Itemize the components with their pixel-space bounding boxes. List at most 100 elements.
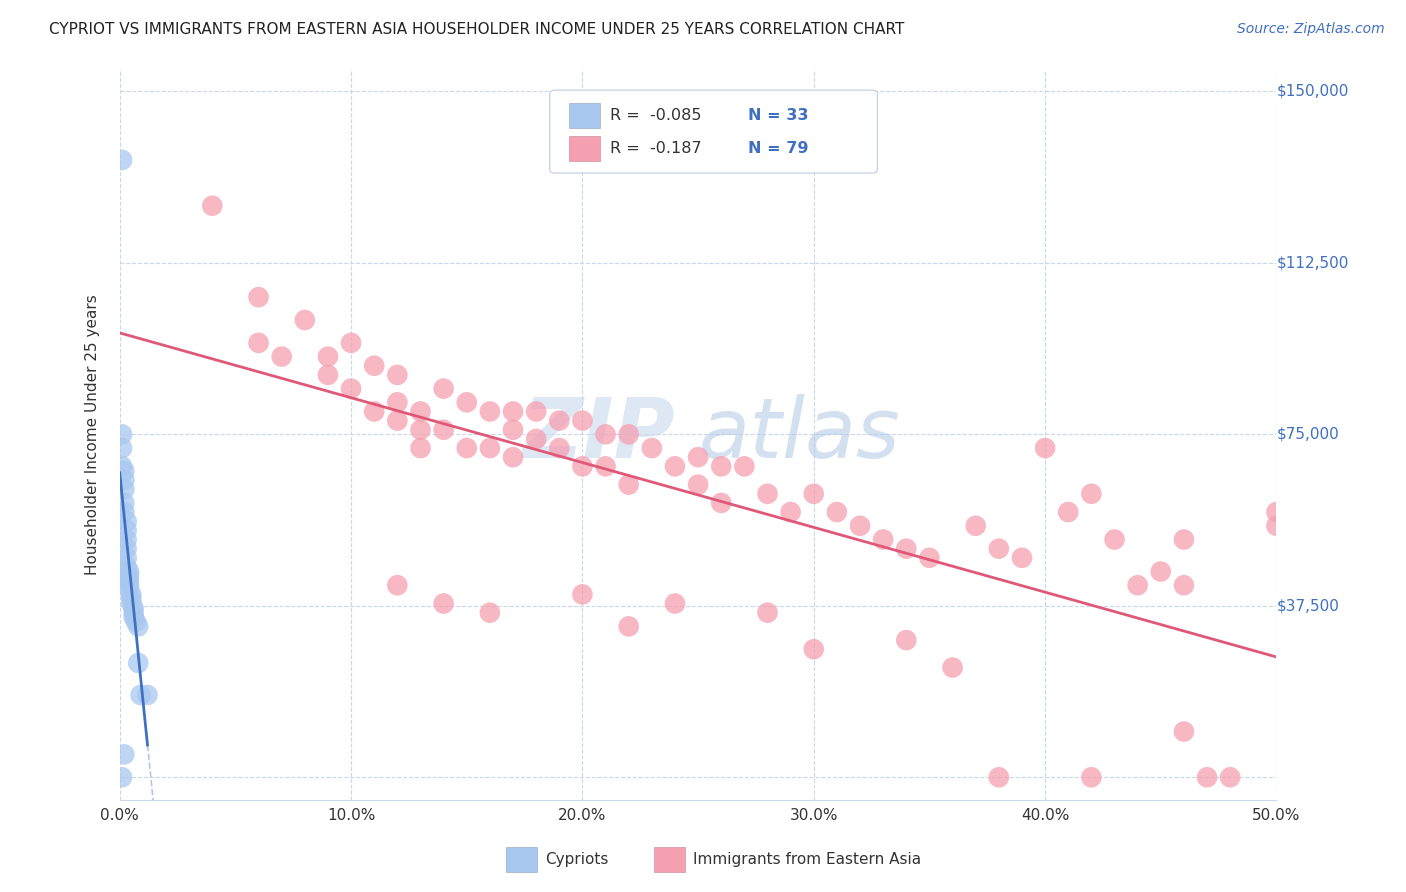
- Point: [112, 747, 135, 762]
- Point: [247, 290, 270, 304]
- Point: [111, 153, 134, 167]
- Point: [111, 459, 134, 474]
- Point: [363, 359, 385, 373]
- Point: [409, 404, 432, 418]
- Point: [688, 477, 710, 491]
- Point: [433, 382, 456, 396]
- Text: R =  -0.085: R = -0.085: [610, 109, 702, 123]
- Point: [120, 587, 142, 601]
- Point: [118, 565, 141, 579]
- Point: [340, 382, 363, 396]
- Point: [270, 350, 292, 364]
- Point: [478, 404, 501, 418]
- Point: [201, 199, 224, 213]
- Y-axis label: Householder Income Under 25 years: Householder Income Under 25 years: [86, 294, 100, 574]
- Point: [803, 642, 825, 657]
- Point: [247, 335, 270, 350]
- Point: [617, 427, 640, 442]
- Point: [1011, 550, 1033, 565]
- Point: [617, 619, 640, 633]
- Point: [111, 770, 134, 784]
- Text: CYPRIOT VS IMMIGRANTS FROM EASTERN ASIA HOUSEHOLDER INCOME UNDER 25 YEARS CORREL: CYPRIOT VS IMMIGRANTS FROM EASTERN ASIA …: [49, 22, 904, 37]
- Point: [115, 550, 138, 565]
- Point: [664, 459, 686, 474]
- Point: [595, 427, 617, 442]
- Text: Cypriots: Cypriots: [546, 853, 609, 867]
- Point: [1080, 487, 1102, 501]
- Point: [115, 541, 138, 556]
- Point: [316, 368, 339, 382]
- Point: [340, 335, 363, 350]
- Point: [524, 404, 547, 418]
- Point: [987, 770, 1010, 784]
- Point: [502, 404, 524, 418]
- Point: [756, 606, 779, 620]
- Point: [122, 610, 145, 624]
- Point: [710, 496, 733, 510]
- Point: [779, 505, 801, 519]
- Text: N = 33: N = 33: [748, 109, 808, 123]
- Text: Source: ZipAtlas.com: Source: ZipAtlas.com: [1237, 22, 1385, 37]
- Point: [1104, 533, 1126, 547]
- Point: [478, 441, 501, 455]
- Point: [409, 423, 432, 437]
- Point: [1126, 578, 1149, 592]
- Point: [387, 368, 409, 382]
- Point: [120, 597, 142, 611]
- Point: [118, 582, 141, 597]
- Point: [1265, 518, 1288, 533]
- Point: [571, 587, 593, 601]
- Point: [120, 591, 142, 606]
- Point: [1195, 770, 1218, 784]
- Text: N = 79: N = 79: [748, 142, 808, 156]
- Point: [118, 569, 141, 583]
- Point: [641, 441, 664, 455]
- Point: [756, 487, 779, 501]
- Point: [548, 414, 571, 428]
- Point: [502, 423, 524, 437]
- Point: [363, 404, 385, 418]
- Point: [409, 441, 432, 455]
- Point: [896, 541, 918, 556]
- Point: [571, 414, 593, 428]
- Point: [502, 450, 524, 465]
- Point: [688, 450, 710, 465]
- Point: [1265, 505, 1288, 519]
- Point: [433, 423, 456, 437]
- Point: [965, 518, 987, 533]
- Point: [595, 459, 617, 474]
- Point: [524, 432, 547, 446]
- Point: [1057, 505, 1080, 519]
- Point: [127, 619, 149, 633]
- Text: $150,000: $150,000: [1277, 84, 1348, 99]
- Point: [125, 615, 148, 629]
- Point: [918, 550, 941, 565]
- Point: [112, 473, 135, 487]
- Point: [122, 601, 145, 615]
- Point: [433, 597, 456, 611]
- Point: [571, 459, 593, 474]
- Text: $75,000: $75,000: [1277, 427, 1339, 442]
- Point: [112, 505, 135, 519]
- Point: [548, 441, 571, 455]
- Point: [1173, 533, 1195, 547]
- Point: [1150, 565, 1173, 579]
- Point: [111, 441, 134, 455]
- Point: [112, 464, 135, 478]
- Point: [136, 688, 159, 702]
- Point: [849, 518, 872, 533]
- Text: $37,500: $37,500: [1277, 599, 1340, 614]
- Text: ZIP: ZIP: [523, 394, 675, 475]
- Point: [115, 524, 138, 538]
- Point: [115, 560, 138, 574]
- Point: [294, 313, 316, 327]
- Point: [118, 574, 141, 588]
- Point: [1219, 770, 1241, 784]
- Text: atlas: atlas: [699, 394, 900, 475]
- Point: [803, 487, 825, 501]
- Point: [387, 578, 409, 592]
- Point: [987, 541, 1010, 556]
- Point: [1173, 578, 1195, 592]
- Text: $112,500: $112,500: [1277, 255, 1348, 270]
- Point: [478, 606, 501, 620]
